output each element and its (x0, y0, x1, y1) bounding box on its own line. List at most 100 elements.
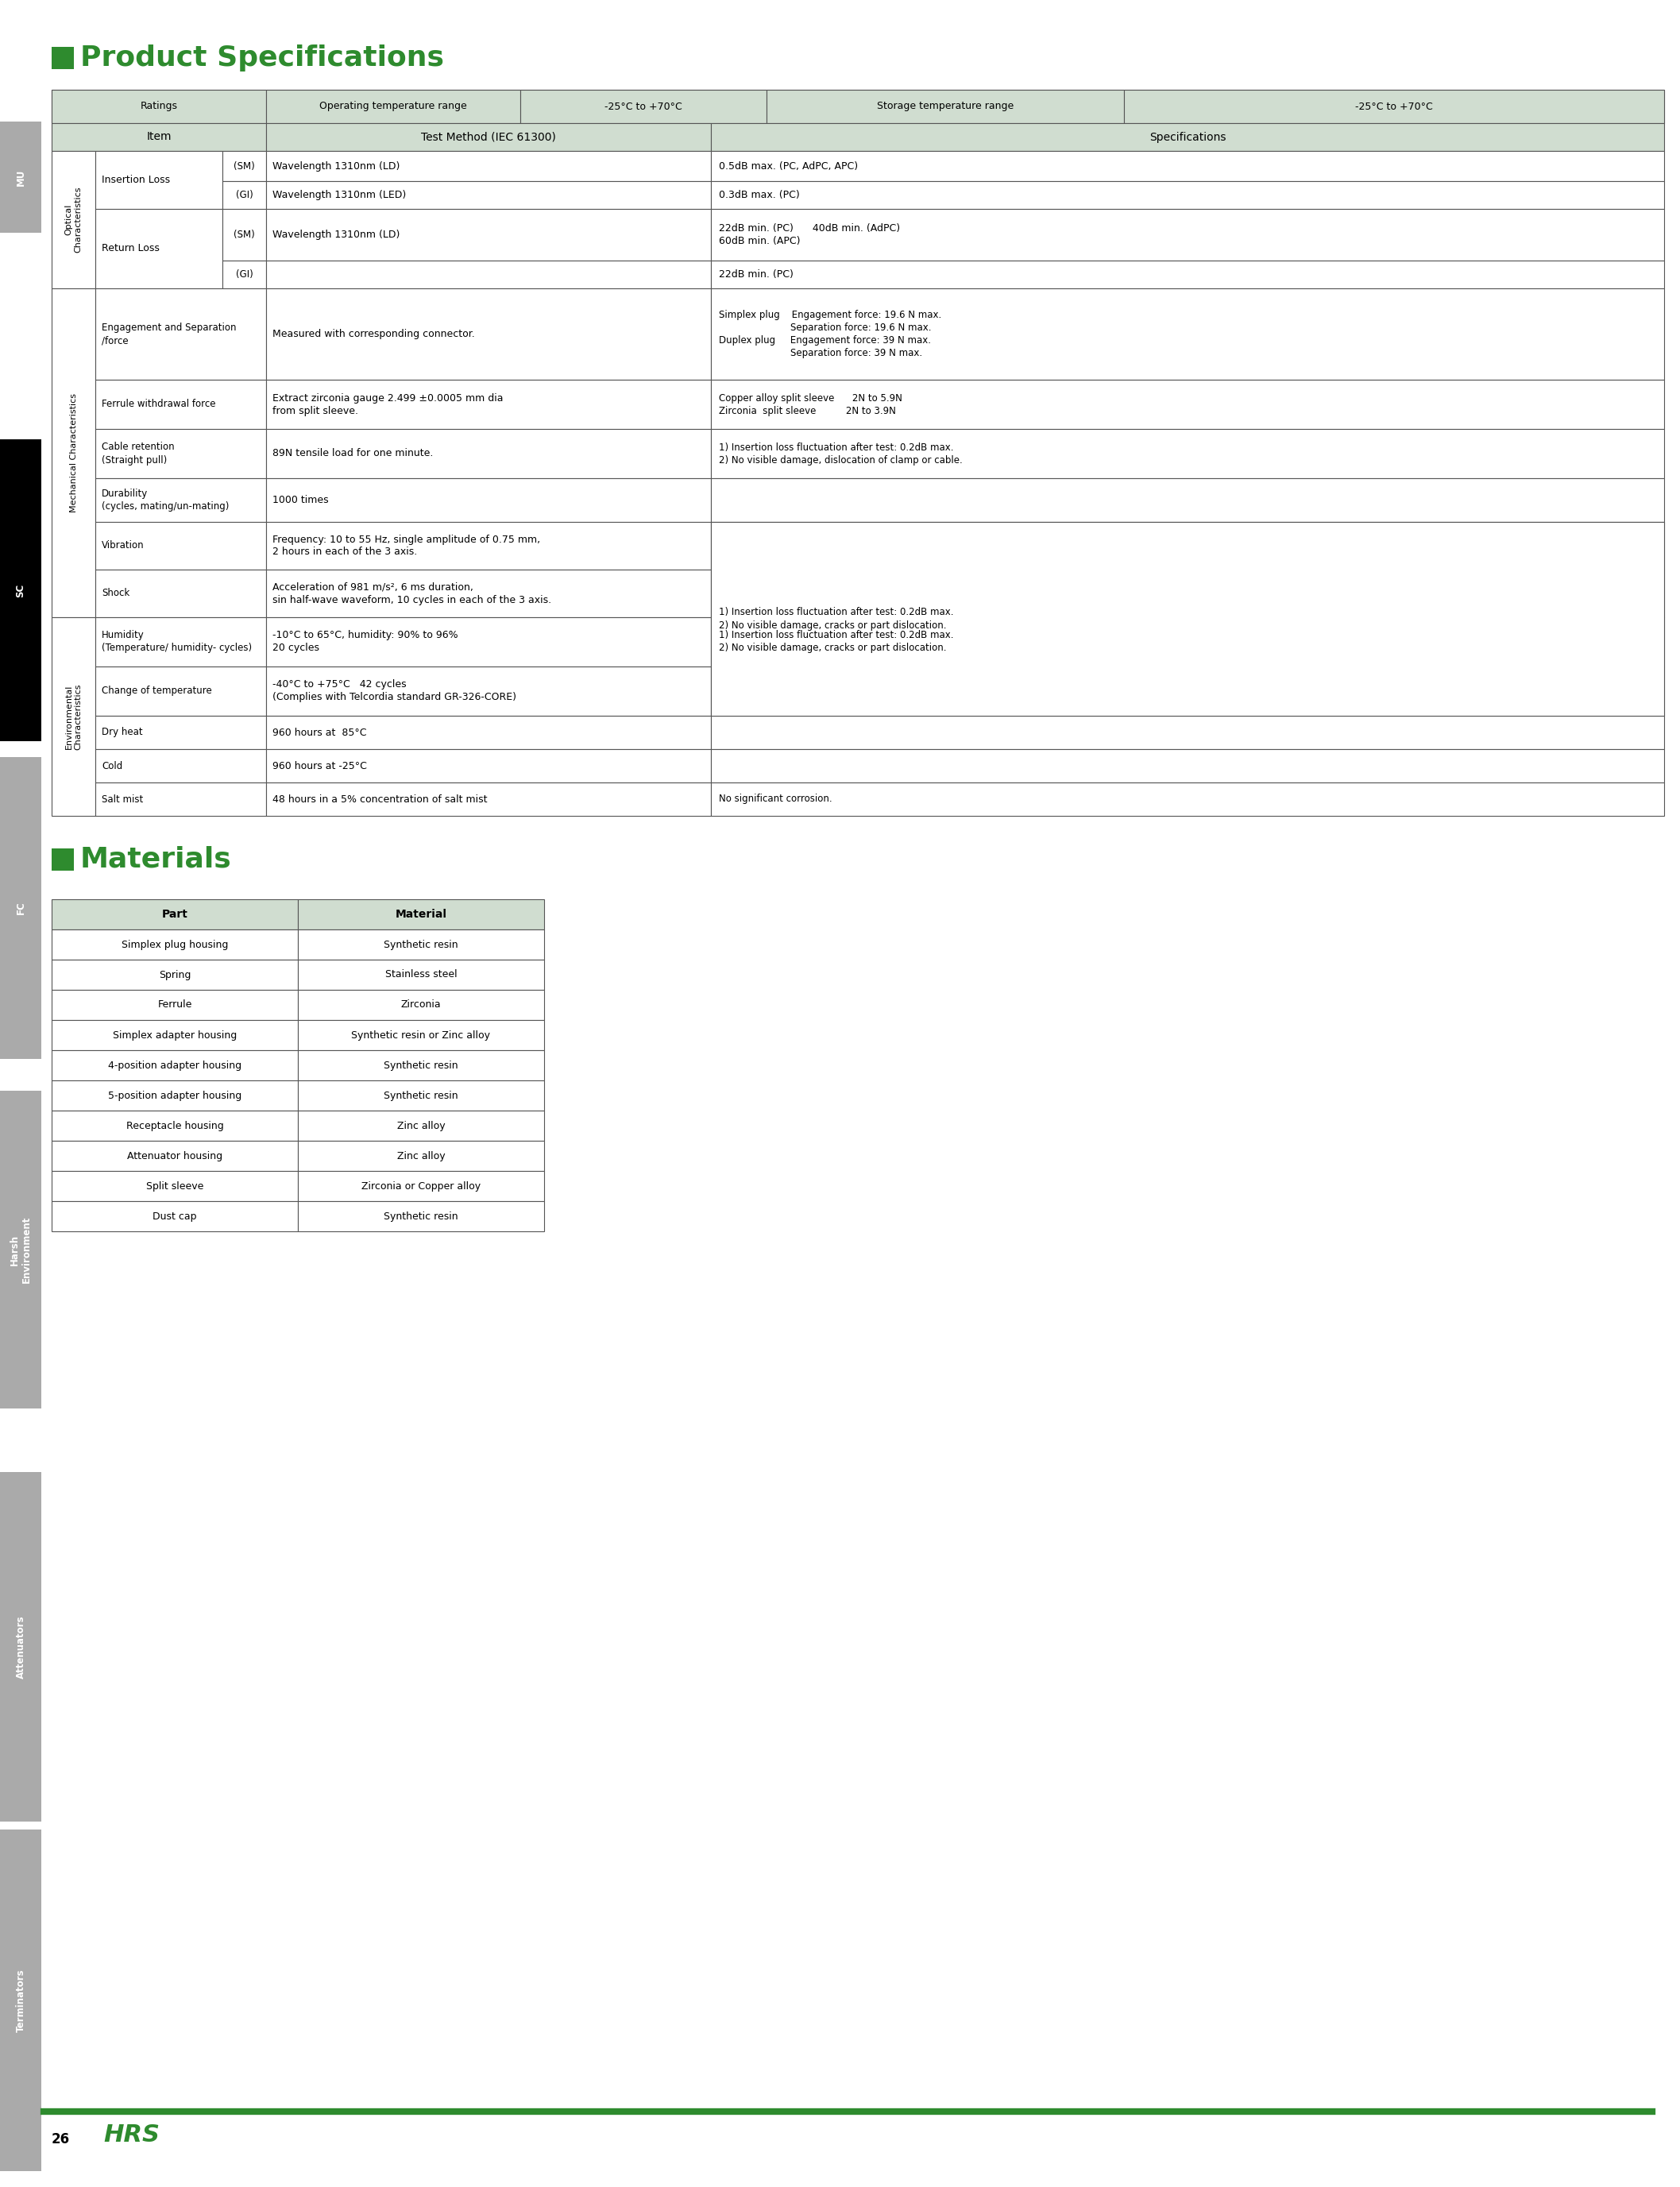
Text: (SM): (SM) (234, 162, 255, 171)
Text: Zirconia: Zirconia (402, 999, 442, 1010)
Text: 1) Insertion loss fluctuation after test: 0.2dB max.
2) No visible damage, crack: 1) Insertion loss fluctuation after test… (719, 630, 954, 654)
Bar (52, 122, 265, 151)
Bar (222, 260, 265, 289)
Bar (711, 210, 1665, 260)
Bar (297, 991, 544, 1019)
Text: Optical
Characteristics: Optical Characteristics (66, 186, 82, 254)
Bar (0, 1472, 42, 1822)
Bar (265, 617, 711, 667)
Bar (711, 122, 1665, 151)
Text: 22dB min. (PC): 22dB min. (PC) (719, 269, 793, 280)
Bar (265, 783, 711, 816)
Text: SC: SC (15, 584, 25, 597)
Bar (521, 90, 766, 122)
Bar (222, 151, 265, 182)
Bar (265, 479, 711, 523)
Text: (GI): (GI) (235, 269, 254, 280)
Text: 22dB min. (PC)      40dB min. (AdPC)
60dB min. (APC): 22dB min. (PC) 40dB min. (AdPC) 60dB min… (719, 223, 900, 247)
Bar (711, 429, 1665, 479)
Text: Zinc alloy: Zinc alloy (396, 1150, 445, 1161)
Bar (96, 569, 265, 617)
Bar (0, 1831, 42, 2172)
Bar (96, 715, 265, 750)
Text: Cable retention
(Straight pull): Cable retention (Straight pull) (102, 442, 175, 466)
Text: Wavelength 1310nm (LED): Wavelength 1310nm (LED) (272, 190, 407, 201)
Bar (52, 46, 74, 70)
Text: Humidity
(Temperature/ humidity- cycles): Humidity (Temperature/ humidity- cycles) (102, 630, 252, 654)
Bar (297, 960, 544, 991)
Text: -10°C to 65°C, humidity: 90% to 96%
20 cycles: -10°C to 65°C, humidity: 90% to 96% 20 c… (272, 630, 459, 654)
Text: Shock: Shock (102, 588, 129, 599)
Text: Wavelength 1310nm (LD): Wavelength 1310nm (LD) (272, 230, 400, 241)
Text: Synthetic resin: Synthetic resin (383, 940, 459, 949)
Text: 960 hours at  85°C: 960 hours at 85°C (272, 728, 366, 737)
Bar (52, 1170, 297, 1201)
Bar (96, 783, 265, 816)
Text: Simplex adapter housing: Simplex adapter housing (113, 1030, 237, 1041)
Bar (265, 750, 711, 783)
Bar (265, 381, 711, 429)
Text: Environmental
Characteristics: Environmental Characteristics (66, 682, 82, 750)
Bar (265, 289, 711, 381)
Bar (52, 1111, 297, 1142)
Bar (222, 182, 265, 210)
Bar (52, 90, 265, 122)
Text: 1000 times: 1000 times (272, 494, 329, 505)
Bar (711, 523, 1665, 569)
Bar (52, 929, 297, 960)
Text: Zinc alloy: Zinc alloy (396, 1120, 445, 1131)
Text: MU: MU (15, 168, 25, 186)
Bar (265, 715, 711, 750)
Bar (297, 1142, 544, 1170)
Text: Ferrule withdrawal force: Ferrule withdrawal force (102, 400, 215, 409)
Text: 1) Insertion loss fluctuation after test: 0.2dB max.
2) No visible damage, crack: 1) Insertion loss fluctuation after test… (719, 608, 954, 630)
Bar (297, 1170, 544, 1201)
Bar (1124, 90, 1665, 122)
Text: Dry heat: Dry heat (102, 728, 143, 737)
Bar (711, 381, 1665, 429)
Text: 0.5dB max. (PC, AdPC, APC): 0.5dB max. (PC, AdPC, APC) (719, 162, 858, 171)
Text: Acceleration of 981 m/s², 6 ms duration,
sin half-wave waveform, 10 cycles in ea: Acceleration of 981 m/s², 6 ms duration,… (272, 582, 551, 606)
Text: 89N tensile load for one minute.: 89N tensile load for one minute. (272, 448, 433, 459)
Text: Harsh
Environment: Harsh Environment (10, 1216, 32, 1284)
Text: Synthetic resin: Synthetic resin (383, 1061, 459, 1069)
Text: Product Specifications: Product Specifications (81, 44, 444, 72)
Bar (52, 617, 96, 816)
Text: 48 hours in a 5% concentration of salt mist: 48 hours in a 5% concentration of salt m… (272, 794, 487, 805)
Text: Salt mist: Salt mist (102, 794, 143, 805)
Bar (52, 1050, 297, 1080)
Bar (711, 783, 1665, 816)
Bar (96, 289, 265, 381)
Text: Split sleeve: Split sleeve (146, 1181, 203, 1192)
Bar (52, 849, 74, 870)
Bar (711, 260, 1665, 289)
Text: Attenuators: Attenuators (15, 1616, 25, 1677)
Text: -25°C to +70°C: -25°C to +70°C (1356, 101, 1433, 112)
Bar (297, 899, 544, 929)
Text: Cold: Cold (102, 761, 123, 772)
Bar (96, 381, 265, 429)
Bar (96, 617, 265, 667)
Text: Operating temperature range: Operating temperature range (319, 101, 467, 112)
Bar (52, 1142, 297, 1170)
Bar (52, 960, 297, 991)
Bar (711, 667, 1665, 715)
Bar (711, 617, 1665, 667)
Text: Insertion Loss: Insertion Loss (102, 175, 170, 186)
Bar (96, 750, 265, 783)
Text: Material: Material (395, 910, 447, 921)
Text: (GI): (GI) (235, 190, 254, 201)
Text: Stainless steel: Stainless steel (385, 969, 457, 980)
Text: Synthetic resin: Synthetic resin (383, 1091, 459, 1100)
Bar (297, 1019, 544, 1050)
Bar (711, 182, 1665, 210)
Text: Dust cap: Dust cap (153, 1212, 197, 1220)
Text: (SM): (SM) (234, 230, 255, 241)
Bar (96, 479, 265, 523)
Bar (711, 715, 1665, 750)
Bar (52, 991, 297, 1019)
Text: Part: Part (161, 910, 188, 921)
Bar (711, 151, 1665, 182)
Text: Ratings: Ratings (139, 101, 178, 112)
Text: 960 hours at -25°C: 960 hours at -25°C (272, 761, 366, 772)
